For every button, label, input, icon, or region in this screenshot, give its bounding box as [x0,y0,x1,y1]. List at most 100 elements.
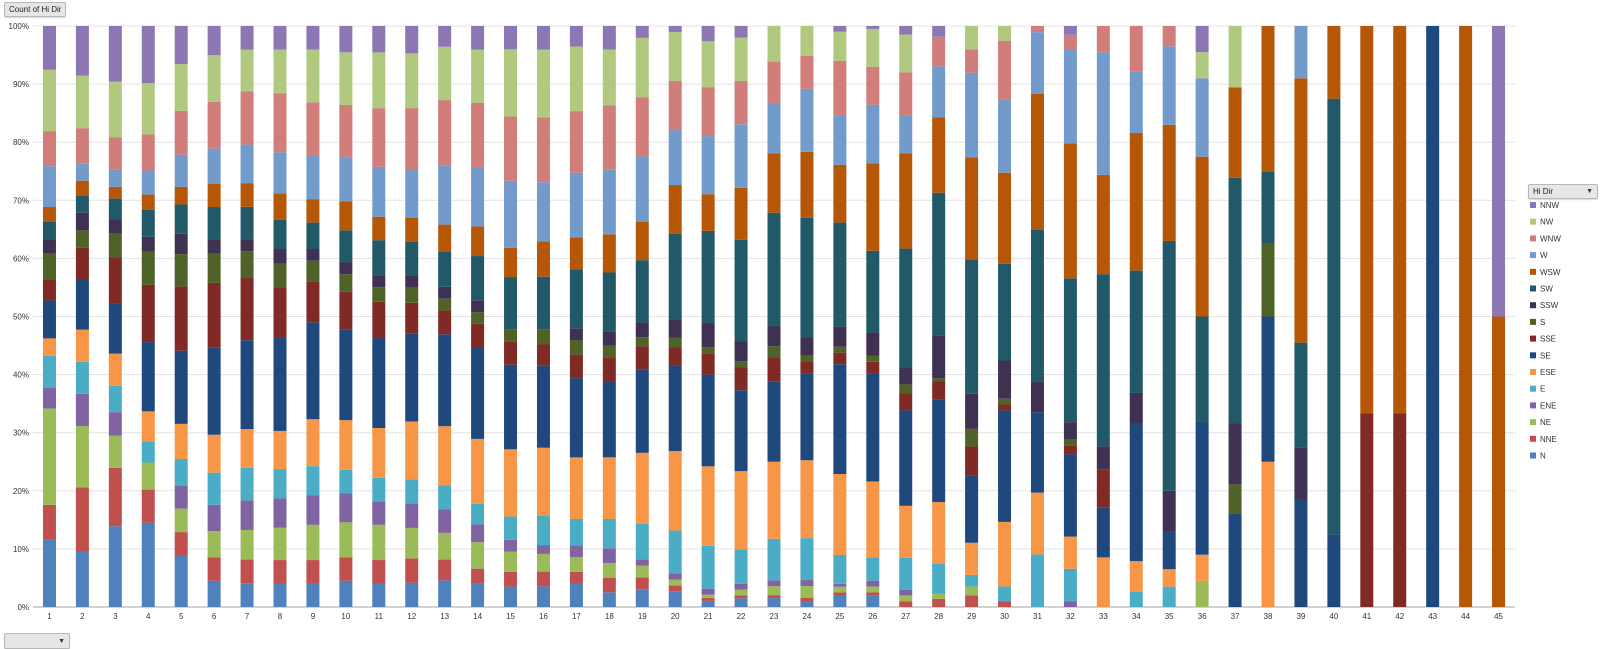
bar-segment [569,545,583,558]
bar-segment [800,26,814,56]
bar-stack [306,26,320,607]
bar-segment [1096,274,1110,447]
bar-segment [899,393,913,411]
bar-segment [833,326,847,347]
bar-segment [75,551,89,607]
bar-segment [569,557,583,572]
bar-segment [42,239,56,254]
bar-segment [438,100,452,166]
bar-segment [174,254,188,287]
bar-segment [800,586,814,599]
bar-segment [734,595,748,599]
value-field-button[interactable]: Count of Hi Dir [4,2,67,17]
bar-segment [240,183,254,207]
bar-segment [635,369,649,453]
bar-segment [504,516,518,540]
bar-segment [339,522,353,558]
bar-stack [602,26,616,607]
legend-entry: NNW [1540,201,1560,210]
bar-segment [504,539,518,552]
bar-segment [438,485,452,510]
bar-segment [701,41,715,88]
bar-segment [141,83,155,135]
bar-segment [800,355,814,362]
bar-segment [306,102,320,156]
bar-segment [1228,87,1242,178]
plot-area [42,26,1506,607]
bar-segment [635,559,649,566]
bar-segment [1195,554,1209,581]
legend-swatch [1530,268,1536,275]
bar-segment [240,144,254,184]
bar-segment [75,329,89,362]
bar-segment [306,495,320,525]
x-tick-label: 13 [440,612,449,621]
bar-segment [701,594,715,598]
bar-segment [1096,446,1110,470]
bar-segment [899,601,913,607]
bar-segment [536,329,550,345]
y-tick-label: 30% [13,429,29,438]
bar-segment [569,354,583,379]
legend-entry: S [1540,318,1545,327]
bar-segment [372,428,386,478]
bar-segment [141,26,155,84]
bar-segment [339,52,353,105]
bar-segment [866,361,880,374]
bar-segment [1195,78,1209,157]
bar-segment [141,251,155,285]
bar-segment [767,595,781,599]
bar-segment [1360,26,1374,414]
bar-stack [1261,26,1275,607]
bar-segment [174,154,188,187]
bar-segment [800,580,814,587]
bar-segment [701,26,715,42]
bar-stack [405,26,419,607]
bar-segment [240,529,254,560]
legend-entry: SSE [1540,335,1556,344]
bar-segment [306,524,320,561]
bar-segment [108,435,122,468]
bar-segment [273,337,287,431]
bar-segment [635,26,649,38]
bar-segment [339,230,353,263]
filter-dropdown-icon[interactable]: ▼ [1586,188,1593,195]
bar-segment [569,328,583,340]
bar-segment [965,446,979,476]
bar-segment [75,26,89,76]
bar-segment [602,518,616,549]
bar-segment [273,527,287,561]
x-tick-label: 27 [901,612,910,621]
x-tick-label: 17 [572,612,581,621]
bar-segment [965,157,979,260]
bar-segment [207,239,221,254]
bar-segment [635,221,649,261]
bar-segment [998,586,1012,602]
bar-segment [372,337,386,429]
bar-segment [536,447,550,516]
bar-segment [75,163,89,181]
bar-segment [767,598,781,607]
bar-segment [372,560,386,584]
bar-segment [339,104,353,158]
bar-segment [75,230,89,248]
axis-filter-dropdown-icon[interactable]: ▼ [58,637,65,645]
bar-segment [833,115,847,165]
bar-segment [866,28,880,67]
bar-segment [536,344,550,366]
legend-field-button[interactable]: Hi Dir ▼ [1528,184,1598,199]
bar-segment [767,358,781,382]
bar-segment [800,151,814,218]
bar-segment [1393,413,1407,607]
bar-segment [1162,569,1176,587]
bar-segment [569,518,583,546]
bar-stack [1294,26,1308,607]
bar-segment [174,233,188,255]
x-tick-label: 11 [375,612,384,621]
bar-segment [635,97,649,157]
y-axis: 0% 10% 20% 30% 40% 50% 60% 70% 80% 90% 100% [9,22,29,612]
bar-segment [1261,171,1275,244]
bar-segment [1162,26,1176,47]
bar-segment [602,26,616,50]
x-tick-label: 31 [1033,612,1042,621]
